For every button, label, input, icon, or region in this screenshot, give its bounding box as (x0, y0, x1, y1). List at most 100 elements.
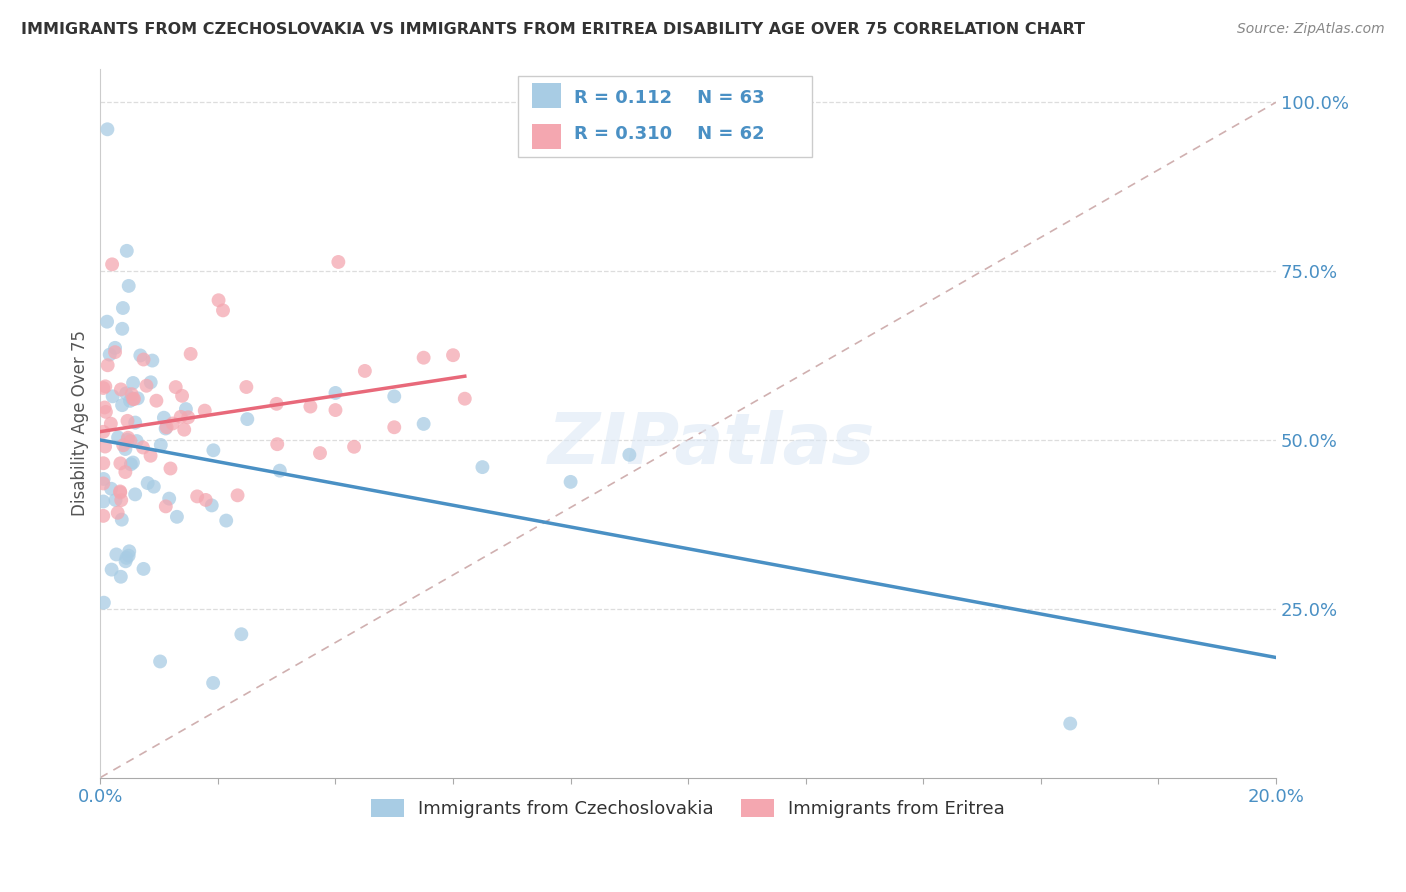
Point (155, 500, 177, 514)
Point (104, 493, 127, 508)
Text: ZIPatlas: ZIPatlas (548, 409, 876, 479)
Point (186, 489, 208, 503)
Point (153, 410, 176, 425)
Point (202, 676, 225, 690)
Point (194, 403, 217, 417)
Point (114, 442, 136, 456)
Point (120, 458, 142, 472)
Point (560, 475, 582, 489)
Point (354, 364, 377, 378)
Point (121, 392, 143, 406)
Point (149, 655, 172, 669)
Point (111, 398, 134, 412)
Point (115, 550, 138, 565)
Point (619, 448, 641, 462)
Point (115, 386, 138, 401)
Point (115, 244, 138, 258)
Point (111, 301, 134, 315)
Point (118, 544, 141, 558)
Point (236, 412, 259, 426)
Point (94, 440, 117, 454)
Point (201, 499, 224, 513)
Point (266, 397, 288, 411)
Point (98, 348, 121, 362)
Point (91, 476, 114, 491)
Point (155, 420, 177, 434)
Point (382, 389, 405, 403)
Point (215, 514, 238, 528)
Point (149, 438, 172, 452)
Point (157, 491, 180, 506)
Point (454, 392, 477, 406)
Point (91, 508, 114, 523)
Point (104, 345, 127, 359)
Point (135, 378, 157, 392)
Point (122, 392, 145, 406)
Point (100, 563, 122, 577)
Point (91, 494, 114, 508)
Point (117, 414, 139, 428)
Point (226, 488, 249, 502)
Point (202, 443, 225, 458)
FancyBboxPatch shape (531, 124, 561, 149)
Point (141, 353, 163, 368)
Point (121, 387, 143, 401)
Point (108, 484, 131, 499)
Point (97, 358, 120, 372)
Point (136, 476, 159, 491)
Point (110, 485, 132, 500)
Point (170, 409, 193, 424)
Point (107, 430, 129, 444)
Point (124, 487, 146, 501)
Point (212, 303, 235, 318)
Point (93, 401, 115, 415)
Point (173, 423, 195, 437)
Point (118, 279, 141, 293)
Point (145, 393, 167, 408)
Point (111, 322, 134, 336)
Point (1059, 716, 1081, 731)
Point (132, 441, 155, 455)
Y-axis label: Disability Age Over 75: Disability Age Over 75 (72, 330, 89, 516)
Text: R = 0.310    N = 62: R = 0.310 N = 62 (574, 125, 765, 144)
Point (122, 392, 145, 406)
Point (93, 596, 115, 610)
Point (101, 389, 124, 403)
Point (299, 400, 322, 414)
Point (100, 417, 122, 431)
Point (155, 421, 177, 435)
Point (104, 341, 127, 355)
Point (125, 434, 148, 448)
Point (194, 492, 217, 507)
Point (93, 472, 115, 486)
Point (110, 456, 132, 470)
Point (110, 570, 132, 584)
Point (471, 460, 494, 475)
Point (441, 348, 464, 362)
Point (117, 431, 139, 445)
Point (269, 464, 291, 478)
Text: IMMIGRANTS FROM CZECHOSLOVAKIA VS IMMIGRANTS FROM ERITREA DISABILITY AGE OVER 75: IMMIGRANTS FROM CZECHOSLOVAKIA VS IMMIGR… (21, 22, 1085, 37)
Point (112, 438, 135, 452)
Point (325, 386, 347, 401)
Point (91, 425, 114, 439)
Point (162, 417, 184, 431)
Point (122, 376, 145, 390)
Point (132, 352, 155, 367)
Point (177, 410, 200, 425)
Point (94, 405, 117, 419)
Point (117, 433, 139, 447)
Point (110, 493, 132, 508)
Point (124, 416, 146, 430)
Point (127, 392, 149, 406)
Point (118, 393, 141, 408)
Point (142, 480, 165, 494)
Point (139, 449, 162, 463)
Point (96, 315, 118, 329)
Point (382, 420, 405, 434)
Point (231, 627, 253, 641)
Point (91, 381, 114, 395)
Point (96, 122, 118, 136)
Point (159, 461, 181, 475)
Point (100, 482, 122, 496)
